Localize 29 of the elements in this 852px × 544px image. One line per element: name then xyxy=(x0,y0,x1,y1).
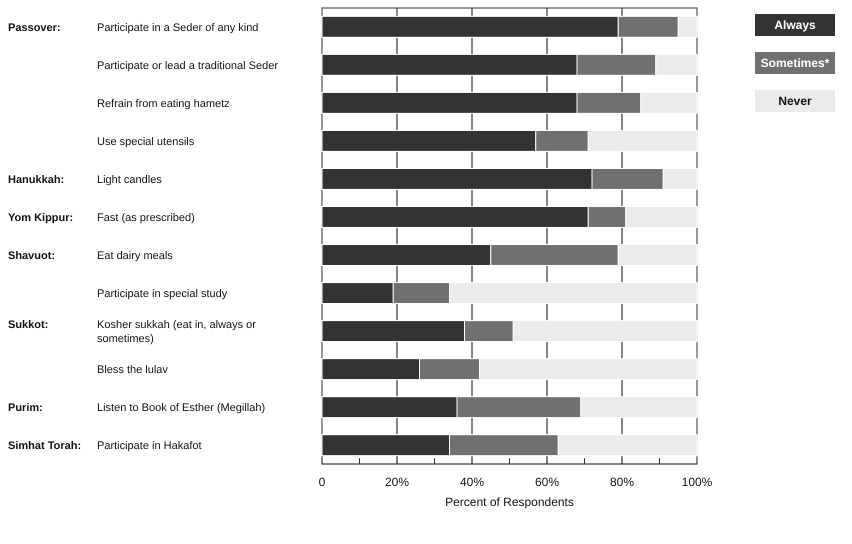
text: Yom Kippur: xyxy=(8,212,74,224)
y-tick-label: Participate in special study xyxy=(97,288,228,300)
text: Sometimes* xyxy=(760,56,830,70)
x-tick-label: 100% xyxy=(682,475,713,489)
text: Never xyxy=(778,94,812,108)
y-tick-label: Use special utensils xyxy=(97,136,195,148)
text: Always xyxy=(774,18,816,32)
x-tick-label: 40% xyxy=(460,475,484,489)
text: Purim: xyxy=(8,402,43,414)
x-tick-label: 20% xyxy=(384,475,410,489)
x-tick-label: 0 xyxy=(318,475,326,489)
y-tick-label: Refrain from eating hametz xyxy=(97,98,230,110)
x-tick-label: 60% xyxy=(534,475,560,489)
text: Hanukkah: xyxy=(8,174,64,186)
y-tick-label: Light candles xyxy=(97,174,162,186)
text: Passover: xyxy=(8,22,61,34)
text: Simhat Torah: xyxy=(8,440,82,452)
text: Shavuot: xyxy=(8,250,56,262)
y-tick-label: Participate or lead a traditional Seder xyxy=(97,60,278,72)
y-tick-label: Eat dairy meals xyxy=(97,250,174,262)
x-axis-title: Percent of Respondents xyxy=(445,495,574,509)
x-tick-label: 80% xyxy=(610,475,634,489)
y-tick-label: Kosher sukkah (eat in, always or sometimes) xyxy=(97,319,256,346)
y-tick-label: Fast (as prescribed) xyxy=(97,212,195,224)
y-tick-label: Listen to Book of Esther (Megillah) xyxy=(97,402,266,414)
y-tick-label: Participate in a Seder of any kind xyxy=(97,22,258,34)
y-tick-label: Participate in Hakafot xyxy=(97,440,202,452)
text: Sukkot: xyxy=(8,319,48,332)
y-tick-label: Bless the lulav xyxy=(97,364,168,376)
